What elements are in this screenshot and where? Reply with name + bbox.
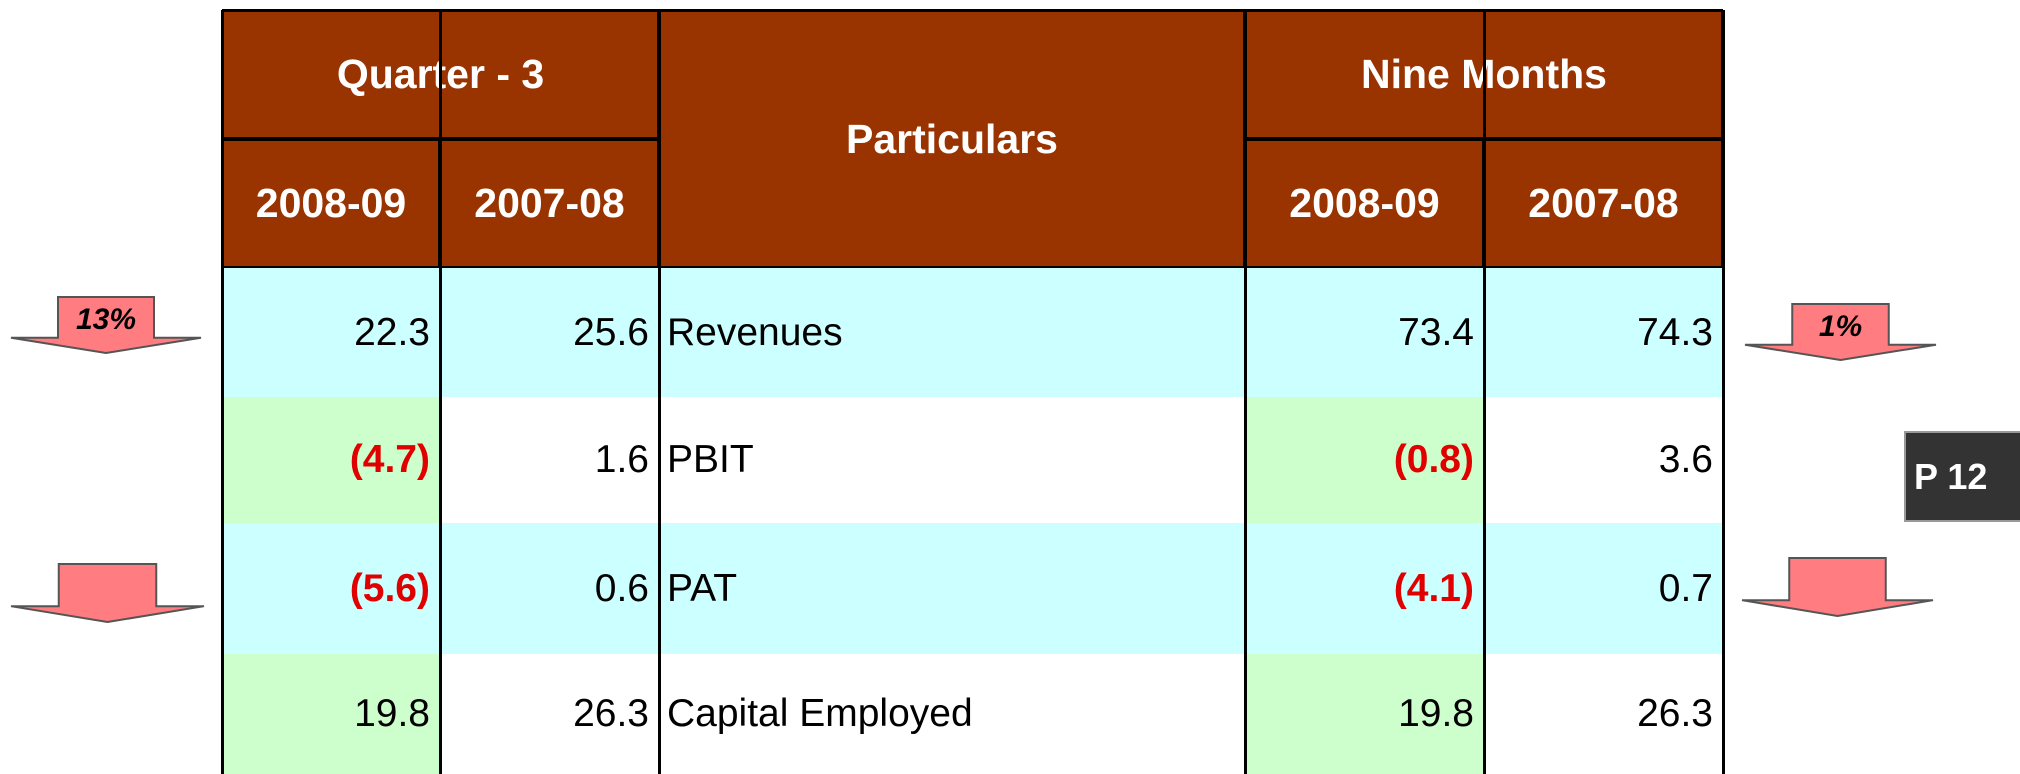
page-badge: P 12 <box>1904 431 2020 522</box>
arrow-shape <box>1741 557 1934 617</box>
column-line <box>439 10 442 774</box>
change-label: 13% <box>76 303 136 336</box>
cell: 3.6 <box>1484 397 1723 523</box>
down-arrow <box>1741 557 1934 617</box>
year-header: 2008-09 <box>1245 139 1484 268</box>
row-label: PAT <box>659 523 1245 654</box>
row-label: Revenues <box>659 268 1245 397</box>
year-header: 2007-08 <box>1484 139 1723 268</box>
cell: (4.7) <box>222 397 440 523</box>
arrow-shape <box>10 296 202 354</box>
cell: 19.8 <box>222 654 440 774</box>
cell: (0.8) <box>1245 397 1484 523</box>
down-arrow: 1% <box>1744 303 1937 361</box>
down-arrow <box>10 563 205 623</box>
cell: 26.3 <box>1484 654 1723 774</box>
cell: 0.7 <box>1484 523 1723 654</box>
column-line <box>658 10 661 774</box>
arrow-shape <box>10 563 205 623</box>
cell: 73.4 <box>1245 268 1484 397</box>
cell: 22.3 <box>222 268 440 397</box>
cell: 74.3 <box>1484 268 1723 397</box>
year-header: 2007-08 <box>440 139 659 268</box>
cell: 19.8 <box>1245 654 1484 774</box>
cell: (5.6) <box>222 523 440 654</box>
row-label: PBIT <box>659 397 1245 523</box>
column-line <box>1722 10 1725 774</box>
column-line <box>1483 10 1486 774</box>
cell: 0.6 <box>440 523 659 654</box>
change-label: 1% <box>1819 310 1862 343</box>
cell: (4.1) <box>1245 523 1484 654</box>
column-line <box>221 10 224 774</box>
year-header: 2008-09 <box>222 139 440 268</box>
group-header: Particulars <box>659 10 1245 268</box>
arrow-shape <box>1744 303 1937 361</box>
down-arrow: 13% <box>10 296 202 354</box>
cell: 26.3 <box>440 654 659 774</box>
row-label: Capital Employed <box>659 654 1245 774</box>
border <box>222 9 1723 12</box>
cell: 1.6 <box>440 397 659 523</box>
column-line <box>1244 10 1247 774</box>
cell: 25.6 <box>440 268 659 397</box>
